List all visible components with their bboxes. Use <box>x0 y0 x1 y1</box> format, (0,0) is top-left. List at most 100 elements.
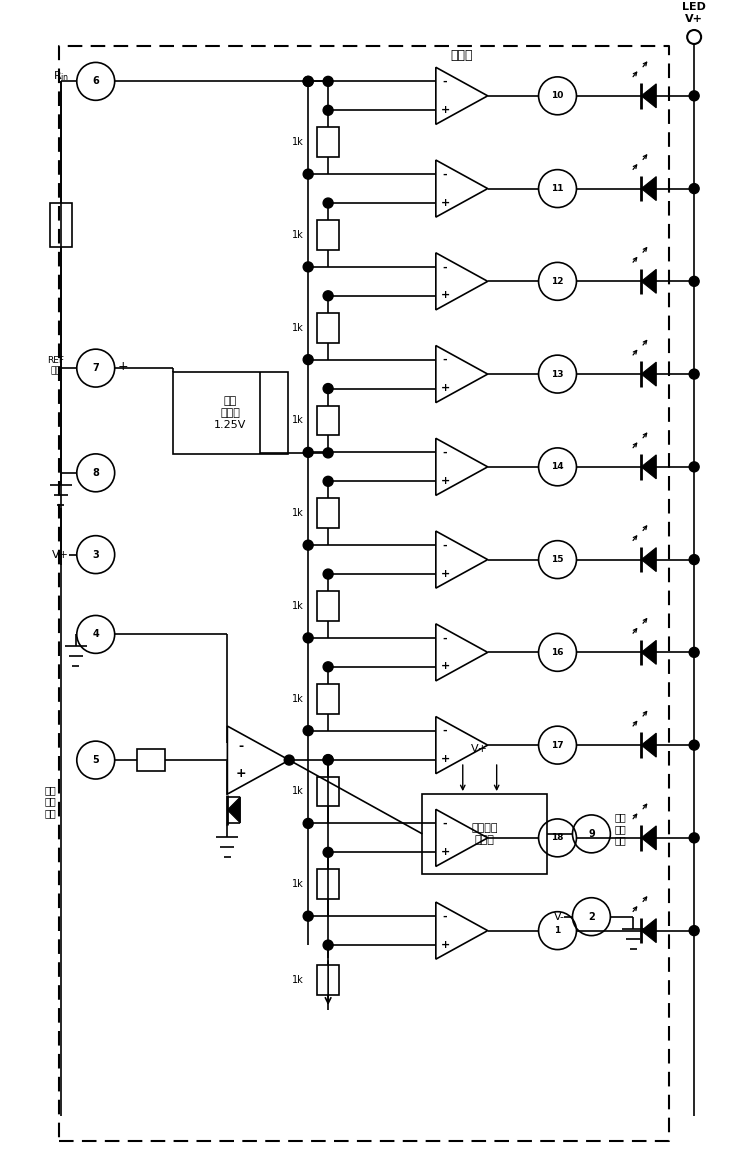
Text: V-: V- <box>554 912 565 922</box>
Text: +: + <box>440 939 450 950</box>
Bar <box>317 128 339 157</box>
Circle shape <box>323 848 333 857</box>
Polygon shape <box>641 919 656 943</box>
Circle shape <box>303 911 313 922</box>
Circle shape <box>303 726 313 735</box>
Text: 1k: 1k <box>293 693 304 704</box>
Text: 1k: 1k <box>293 230 304 240</box>
Circle shape <box>689 276 699 287</box>
Text: 13: 13 <box>551 370 564 378</box>
Text: -: - <box>443 819 448 829</box>
Bar <box>317 591 339 621</box>
Text: 基准
电压源
1.25V: 基准 电压源 1.25V <box>214 397 247 430</box>
Text: -: - <box>443 912 448 922</box>
Circle shape <box>323 105 333 115</box>
Text: 1k: 1k <box>293 508 304 519</box>
Text: +: + <box>440 198 450 207</box>
Circle shape <box>303 262 313 272</box>
Polygon shape <box>641 269 656 293</box>
Polygon shape <box>641 177 656 200</box>
Text: 1k: 1k <box>293 787 304 796</box>
Text: R$_{\rm in}$: R$_{\rm in}$ <box>53 69 69 83</box>
Circle shape <box>689 184 699 193</box>
Polygon shape <box>641 454 656 479</box>
Circle shape <box>303 76 313 87</box>
Circle shape <box>303 819 313 828</box>
Circle shape <box>689 925 699 936</box>
Circle shape <box>285 755 294 765</box>
Text: 1k: 1k <box>293 416 304 425</box>
Text: +: + <box>440 754 450 765</box>
Bar <box>50 203 72 247</box>
Text: 比较器: 比较器 <box>451 49 473 62</box>
Circle shape <box>303 76 313 87</box>
Text: 5: 5 <box>92 755 99 765</box>
Circle shape <box>689 91 699 101</box>
Text: +: + <box>440 847 450 857</box>
Text: 18: 18 <box>551 834 564 842</box>
Text: 1k: 1k <box>293 323 304 333</box>
Bar <box>317 965 339 995</box>
Text: +: + <box>440 662 450 671</box>
Polygon shape <box>227 797 241 823</box>
Polygon shape <box>641 826 656 850</box>
Text: -: - <box>443 447 448 458</box>
Circle shape <box>323 662 333 672</box>
Text: 模式选择
放大器: 模式选择 放大器 <box>472 823 498 844</box>
Circle shape <box>323 76 333 87</box>
Text: 1k: 1k <box>293 879 304 889</box>
Circle shape <box>303 447 313 458</box>
Polygon shape <box>641 641 656 664</box>
Bar <box>317 220 339 249</box>
Polygon shape <box>641 362 656 386</box>
Text: 10: 10 <box>551 91 564 101</box>
Bar <box>422 794 547 874</box>
Circle shape <box>303 169 313 179</box>
Text: 12: 12 <box>551 276 564 286</box>
Circle shape <box>689 648 699 657</box>
Circle shape <box>323 940 333 950</box>
Bar <box>317 776 339 807</box>
Circle shape <box>689 833 699 843</box>
Circle shape <box>303 632 313 643</box>
Text: -: - <box>443 262 448 273</box>
Text: REF
输出: REF 输出 <box>48 356 64 376</box>
Circle shape <box>689 740 699 751</box>
Circle shape <box>303 540 313 550</box>
Bar <box>317 313 339 343</box>
Polygon shape <box>641 548 656 571</box>
Circle shape <box>689 461 699 472</box>
Text: +: + <box>118 359 128 372</box>
Bar <box>173 372 288 454</box>
Bar <box>317 405 339 436</box>
Text: +: + <box>440 383 450 393</box>
Circle shape <box>323 754 333 765</box>
Circle shape <box>323 198 333 208</box>
Circle shape <box>323 569 333 578</box>
Text: 14: 14 <box>551 463 564 472</box>
Text: V+: V+ <box>685 14 703 25</box>
Text: 4: 4 <box>92 629 99 639</box>
Text: +: + <box>235 767 247 780</box>
Text: 2: 2 <box>588 912 595 922</box>
Text: 3: 3 <box>92 549 99 560</box>
Circle shape <box>303 355 313 364</box>
Text: -: - <box>443 355 448 365</box>
Text: V+: V+ <box>472 744 488 754</box>
Text: 8: 8 <box>92 468 99 478</box>
Text: V+: V+ <box>52 549 69 560</box>
Text: 9: 9 <box>588 829 595 838</box>
Text: -: - <box>443 634 448 643</box>
Text: -: - <box>443 170 448 179</box>
Text: 17: 17 <box>551 740 564 749</box>
Text: +: + <box>440 569 450 578</box>
Bar <box>317 869 339 899</box>
Bar <box>136 749 165 771</box>
Text: +: + <box>440 290 450 300</box>
Circle shape <box>689 555 699 564</box>
Text: -: - <box>443 541 448 550</box>
Text: 7: 7 <box>92 363 99 374</box>
Circle shape <box>323 755 333 765</box>
Text: 1: 1 <box>554 926 561 936</box>
Circle shape <box>323 477 333 486</box>
